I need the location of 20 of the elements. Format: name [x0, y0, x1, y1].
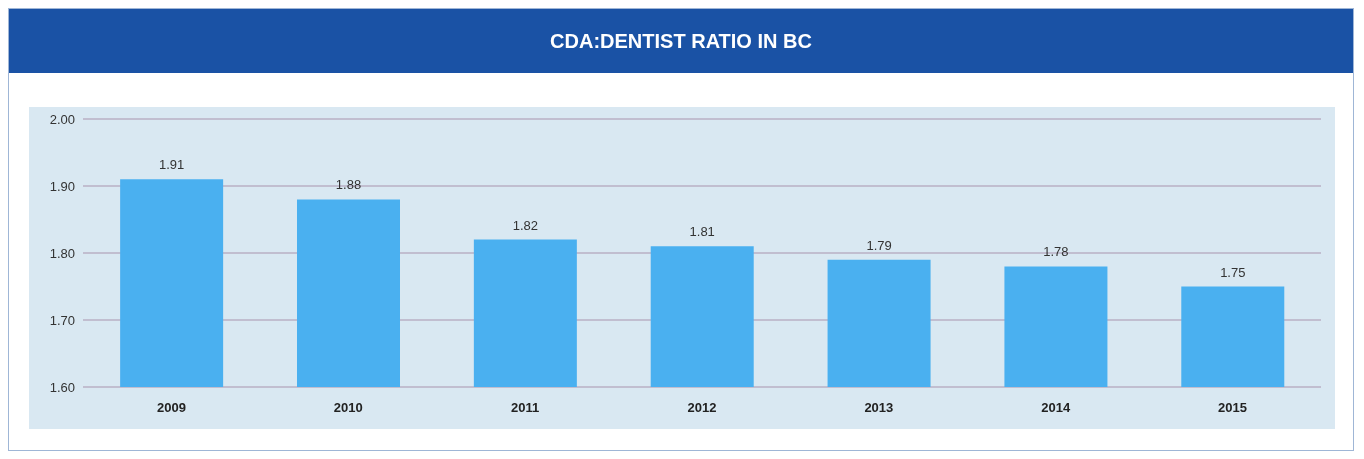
y-tick-label: 1.90 — [49, 178, 75, 194]
y-tick-label: 2.00 — [49, 111, 75, 127]
data-label: 1.88 — [335, 177, 362, 193]
x-tick-label: 2012 — [687, 400, 717, 416]
x-tick-label: 2010 — [333, 400, 363, 416]
data-label: 1.81 — [689, 224, 715, 240]
x-tick-label: 2011 — [511, 400, 540, 416]
data-label: 1.78 — [1043, 244, 1069, 260]
x-tick-label: 2009 — [156, 400, 186, 416]
x-tick-label: 2013 — [864, 400, 894, 416]
data-label: 1.75 — [1220, 264, 1246, 280]
data-label: 1.82 — [512, 217, 539, 233]
data-label: 1.79 — [866, 237, 892, 253]
y-tick-label: 1.70 — [49, 312, 75, 328]
data-label: 1.91 — [158, 157, 185, 173]
chart-title: CDA:DENTIST RATIO IN BC — [9, 9, 1353, 73]
y-tick-label: 1.60 — [49, 379, 75, 395]
x-tick-label: 2015 — [1218, 400, 1248, 416]
y-tick-label: 1.80 — [49, 245, 75, 261]
x-tick-label: 2014 — [1041, 400, 1071, 416]
